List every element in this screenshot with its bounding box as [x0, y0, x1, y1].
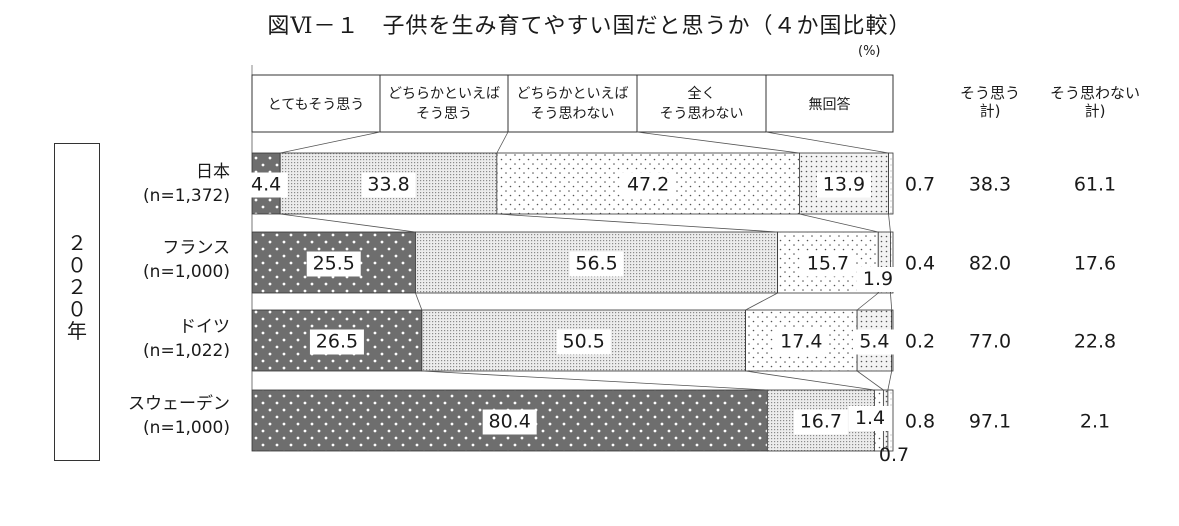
value-label-bg	[848, 406, 892, 431]
legend-item-label: 無回答	[809, 96, 851, 113]
summary-disagree-value: 22.8	[1074, 331, 1116, 353]
value-label-bg	[306, 251, 361, 277]
value-label-bg	[361, 172, 416, 198]
row-label-france: フランス (n=1,000)	[20, 236, 230, 284]
legend-item-label: そう思わない	[660, 106, 744, 122]
connector-line	[280, 213, 416, 233]
value-label: 17.4	[780, 331, 822, 353]
year-box	[54, 143, 100, 461]
connector-line	[636, 131, 800, 154]
connector-line	[745, 292, 778, 311]
legend-item-box	[765, 74, 894, 133]
value-label-small: 1.4	[855, 407, 885, 429]
connector-line	[856, 370, 884, 391]
value-label-no-answer: 0.7	[905, 174, 935, 196]
value-label-no-answer: 0.4	[905, 253, 935, 275]
value-label-bg	[800, 251, 855, 277]
value-label: 50.5	[563, 331, 605, 353]
value-label: 25.5	[313, 253, 355, 275]
connector-line	[745, 370, 875, 391]
sample-size: (n=1,000)	[143, 418, 230, 438]
summary-agree-value: 77.0	[969, 331, 1011, 353]
value-label-bg	[774, 329, 829, 355]
value-label: 26.5	[316, 331, 358, 353]
bar-segment	[890, 231, 894, 294]
value-label-bg	[244, 172, 288, 198]
connector-line	[415, 292, 423, 311]
value-label-bg	[556, 329, 611, 355]
row-label-japan: 日本 (n=1,372)	[20, 160, 230, 208]
legend-item-label: そう思う	[416, 106, 472, 122]
summary-disagree-value: 2.1	[1080, 411, 1110, 433]
legend-item-label: とてもそう思う	[268, 97, 365, 113]
summary-agree-value: 97.1	[969, 411, 1011, 433]
row-label-germany: ドイツ (n=1,022)	[20, 315, 230, 363]
country-name: 日本	[196, 162, 230, 182]
value-label-bg	[309, 329, 364, 355]
legend-item-box	[636, 74, 767, 133]
summary-agree-value: 38.3	[969, 174, 1011, 196]
value-label: 33.8	[367, 174, 409, 196]
value-label: 5.4	[859, 331, 889, 353]
connector-line	[496, 213, 778, 233]
summary-header-agree: そう思う 計)	[959, 84, 1020, 120]
legend-item-label: どちらかといえば	[388, 86, 500, 102]
connector-line	[888, 213, 891, 233]
value-label: 4.4	[251, 174, 281, 196]
value-label-no-answer: 0.2	[905, 331, 935, 353]
country-name: ドイツ	[179, 317, 230, 337]
legend-item-box	[379, 74, 509, 133]
summary-disagree-value: 61.1	[1074, 174, 1116, 196]
connector-line	[856, 292, 879, 311]
sample-size: (n=1,372)	[143, 186, 230, 206]
connector-line	[887, 370, 893, 391]
value-label: 47.2	[627, 174, 669, 196]
connector-line	[280, 131, 381, 154]
chart-title: 図Ⅵ－１ 子供を生み育てやすい国だと思うか（４か国比較）	[267, 14, 912, 39]
country-name: フランス	[162, 238, 230, 258]
value-label-bg	[621, 172, 676, 198]
value-label: 80.4	[489, 411, 531, 433]
row-label-sweden: スウェーデン (n=1,000)	[20, 392, 230, 440]
country-name: スウェーデン	[128, 394, 230, 414]
legend-item-box	[507, 74, 638, 133]
value-label-bg	[569, 251, 624, 277]
legend-item-label: そう思わない	[531, 106, 615, 122]
connector-line	[765, 131, 889, 154]
legend-item-label: どちらかといえば	[517, 86, 629, 102]
value-label: 15.7	[807, 253, 849, 275]
value-label: 16.7	[800, 411, 842, 433]
value-label-bg	[852, 329, 896, 355]
value-label-small: 0.7	[879, 444, 909, 466]
value-label-bg	[856, 267, 900, 292]
unit-label: (%)	[858, 44, 881, 59]
value-label-small: 1.9	[863, 268, 893, 290]
connector-line	[890, 292, 893, 311]
value-label-no-answer: 0.8	[905, 411, 935, 433]
value-label-bg	[816, 172, 871, 198]
summary-disagree-value: 17.6	[1074, 253, 1116, 275]
legend-item-label: 全く	[688, 85, 716, 102]
connector-line	[421, 370, 768, 391]
sample-size: (n=1,022)	[143, 341, 230, 361]
bar-segment	[888, 152, 894, 215]
connector-line	[496, 131, 509, 154]
sample-size: (n=1,000)	[143, 262, 230, 282]
value-label: 56.5	[575, 253, 617, 275]
value-label: 13.9	[823, 174, 865, 196]
value-label-bg	[793, 409, 848, 435]
summary-agree-value: 82.0	[969, 253, 1011, 275]
summary-header-disagree: そう思わない 計)	[1049, 84, 1140, 120]
value-label-bg	[482, 409, 537, 435]
connector-line	[799, 213, 879, 233]
